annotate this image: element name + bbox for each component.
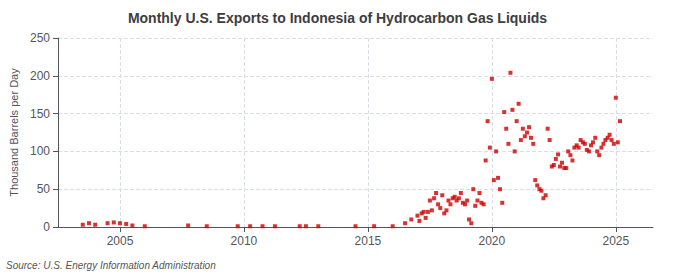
svg-text:150: 150: [30, 107, 50, 121]
svg-text:2010: 2010: [231, 234, 258, 248]
svg-text:Thousand Barrels per Day: Thousand Barrels per Day: [8, 68, 20, 197]
svg-text:2005: 2005: [107, 234, 134, 248]
svg-text:Monthly U.S. Exports to Indone: Monthly U.S. Exports to Indonesia of Hyd…: [128, 10, 547, 26]
svg-text:0: 0: [43, 220, 50, 234]
svg-text:2025: 2025: [602, 234, 629, 248]
svg-text:Source: U.S. Energy Informatio: Source: U.S. Energy Information Administ…: [6, 260, 216, 271]
svg-text:100: 100: [30, 144, 50, 158]
svg-text:250: 250: [30, 31, 50, 45]
svg-text:2015: 2015: [355, 234, 382, 248]
svg-text:50: 50: [37, 182, 51, 196]
svg-text:200: 200: [30, 69, 50, 83]
svg-text:2020: 2020: [479, 234, 506, 248]
